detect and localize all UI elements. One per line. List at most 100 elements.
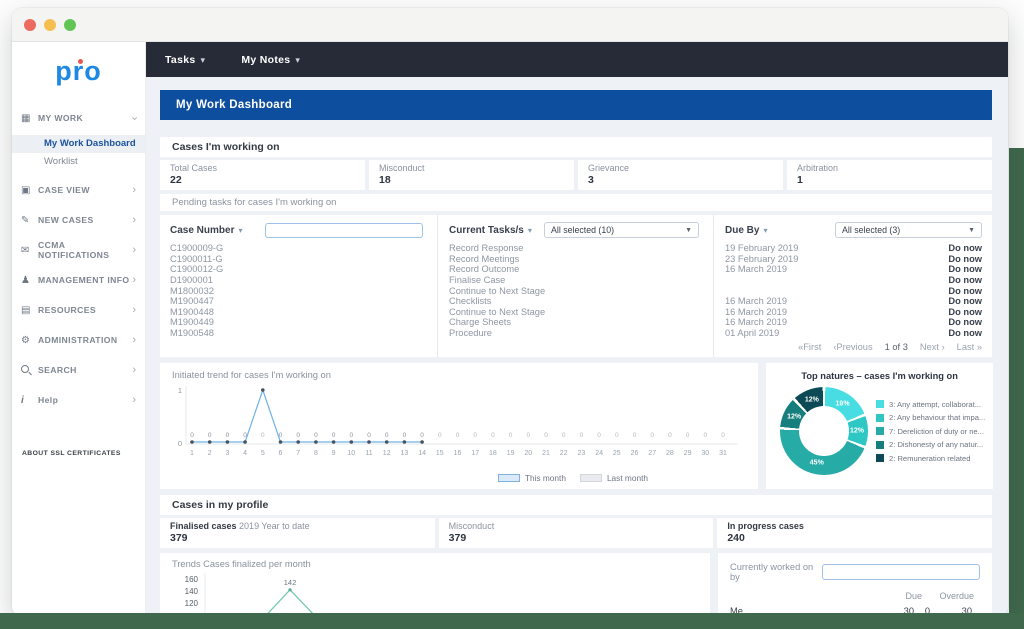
svg-text:0: 0 [686, 432, 690, 439]
maximize-window-button[interactable] [64, 18, 76, 31]
svg-text:0: 0 [526, 432, 530, 439]
initiated-trend-card: Initiated trend for cases I'm working on… [160, 363, 758, 489]
pending-tasks-title: Pending tasks for cases I'm working on [160, 194, 992, 211]
minimize-window-button[interactable] [44, 18, 56, 31]
case-number-cell[interactable]: M1900447 [170, 296, 214, 307]
current-task-cell: Record Outcome [449, 264, 520, 275]
svg-text:0: 0 [509, 432, 513, 439]
do-now-link[interactable]: Do now [948, 243, 982, 254]
case-number-filter-input[interactable] [265, 222, 423, 238]
top-natures-legend: 3: Any attempt, collaborat... 2: Any beha… [876, 400, 985, 463]
case-number-sort-header[interactable]: Case Number ▾ [170, 224, 243, 236]
do-now-link[interactable]: Do now [948, 275, 982, 286]
svg-text:0: 0 [544, 432, 548, 439]
case-number-cell[interactable]: C1900012-G [170, 264, 224, 275]
worked-on-by-label: Currently worked on by [730, 562, 814, 582]
do-now-link[interactable]: Do now [948, 264, 982, 275]
svg-text:1: 1 [178, 386, 182, 395]
finalized-trends-chart: 160 140 120 142 [185, 573, 316, 616]
due-date-cell: 23 February 2019 [725, 253, 799, 264]
svg-text:0: 0 [190, 432, 194, 439]
current-task-cell: Continue to Next Stage [449, 306, 546, 317]
sidebar-subitem-my-work-dashboard[interactable]: My Work Dashboard [12, 135, 145, 153]
svg-text:11: 11 [365, 450, 372, 457]
table-row: M1900448 Continue to Next Stage 16 March 2… [170, 307, 982, 318]
svg-text:0: 0 [438, 432, 442, 439]
do-now-link[interactable]: Do now [948, 253, 982, 264]
svg-text:2: 2 [208, 450, 212, 457]
pending-tasks-table: Case Number ▾ Current Tasks/s ▾ All select… [160, 215, 992, 357]
tasks-filter-select[interactable]: All selected (10) ▼ [544, 222, 699, 238]
svg-text:12: 12 [383, 450, 391, 457]
svg-text:27: 27 [648, 450, 656, 457]
current-tasks-sort-header[interactable]: Current Tasks/s ▾ [449, 224, 532, 236]
sidebar-item-help[interactable]: i Help › [12, 385, 145, 415]
svg-text:0: 0 [226, 432, 230, 439]
close-window-button[interactable] [24, 18, 36, 31]
sidebar-item-my-work[interactable]: ▦ MY WORK › [12, 103, 145, 133]
pagination-first[interactable]: «First [798, 342, 822, 352]
svg-text:0: 0 [562, 432, 566, 439]
svg-text:0: 0 [703, 432, 707, 439]
background-strip-bottom [0, 613, 1024, 629]
sidebar-item-new-cases[interactable]: ✎ NEW CASES › [12, 205, 145, 235]
svg-text:30: 30 [701, 450, 709, 457]
worked-on-by-input[interactable] [821, 564, 980, 580]
chevron-right-icon: › [132, 303, 136, 316]
sidebar-item-administration[interactable]: ⚙ ADMINISTRATION › [12, 325, 145, 355]
sidebar-item-management-info[interactable]: ♟ MANAGEMENT INFO › [12, 265, 145, 295]
case-number-cell[interactable]: M1900449 [170, 317, 214, 328]
svg-text:0: 0 [178, 439, 182, 448]
svg-text:20: 20 [524, 450, 532, 457]
case-number-cell[interactable]: M1900448 [170, 306, 214, 317]
inbox-icon: ✉ [21, 244, 30, 256]
chevron-right-icon: › [132, 213, 136, 226]
svg-text:23: 23 [578, 450, 586, 457]
bottom-row: Trends Cases finalized per month 160 140 1… [160, 553, 992, 616]
sidebar-subitem-worklist[interactable]: Worklist [44, 156, 78, 167]
case-number-cell[interactable]: C1900009-G [170, 243, 224, 254]
sidebar-item-search[interactable]: SEARCH › [12, 355, 145, 385]
case-number-cell[interactable]: C1900011-G [170, 253, 223, 264]
pagination: «First ‹Previous 1 of 3 Next › Last » [798, 342, 982, 352]
chevron-down-icon: ▾ [295, 54, 301, 65]
donut-percent-label: 19% [835, 400, 850, 408]
do-now-link[interactable]: Do now [948, 285, 982, 296]
do-now-link[interactable]: Do now [948, 306, 982, 317]
svg-text:17: 17 [471, 450, 479, 457]
pagination-last[interactable]: Last » [956, 342, 982, 352]
pagination-next[interactable]: Next › [919, 342, 945, 352]
svg-text:0: 0 [456, 432, 460, 439]
navbar-item-tasks[interactable]: Tasks ▾ [165, 53, 206, 66]
worked-on-row-label: Me [730, 606, 743, 616]
svg-text:29: 29 [684, 450, 692, 457]
case-number-cell[interactable]: M1800032 [170, 285, 214, 296]
stat-label: Grievance [588, 163, 630, 173]
stat-box-misconduct: Misconduct 379 [438, 518, 714, 548]
due-by-sort-header[interactable]: Due By ▾ [725, 224, 768, 236]
do-now-link[interactable]: Do now [948, 296, 982, 307]
navbar-item-my-notes[interactable]: My Notes ▾ [241, 53, 301, 66]
case-number-cell[interactable]: M1900548 [170, 328, 214, 339]
sidebar-item-case-view[interactable]: ▣ CASE VIEW › [12, 175, 145, 205]
due-by-filter-select[interactable]: All selected (3) ▼ [835, 222, 982, 238]
sidebar-item-label: ADMINISTRATION [38, 335, 118, 345]
do-now-link[interactable]: Do now [948, 317, 982, 328]
donut-legend-item: 2: Remuneration related [876, 454, 985, 463]
ssl-certificates-link[interactable]: ABOUT SSL CERTIFICATES [22, 450, 121, 457]
pagination-previous[interactable]: ‹Previous [833, 342, 873, 352]
chevron-right-icon: › [132, 393, 136, 406]
svg-text:3: 3 [225, 450, 229, 457]
table-row: M1900548 Procedure 01 April 2019 Do now [170, 328, 982, 339]
app-window: pro ▦ MY WORK › My Work Dashboard Worklist ▣ C… [12, 8, 1008, 616]
case-number-cell[interactable]: D1900001 [170, 275, 213, 286]
stat-value: 379 [170, 532, 188, 544]
svg-text:1: 1 [190, 450, 194, 457]
sidebar-item-resources[interactable]: ▤ RESOURCES › [12, 295, 145, 325]
svg-text:22: 22 [560, 450, 568, 457]
do-now-link[interactable]: Do now [948, 328, 982, 339]
sidebar-item-label: SEARCH [38, 365, 77, 375]
stat-label: Misconduct [448, 521, 495, 531]
sidebar-item-label: CASE VIEW [38, 185, 90, 195]
sidebar-item-ccma-notifications[interactable]: ✉ CCMA NOTIFICATIONS › [12, 235, 145, 265]
